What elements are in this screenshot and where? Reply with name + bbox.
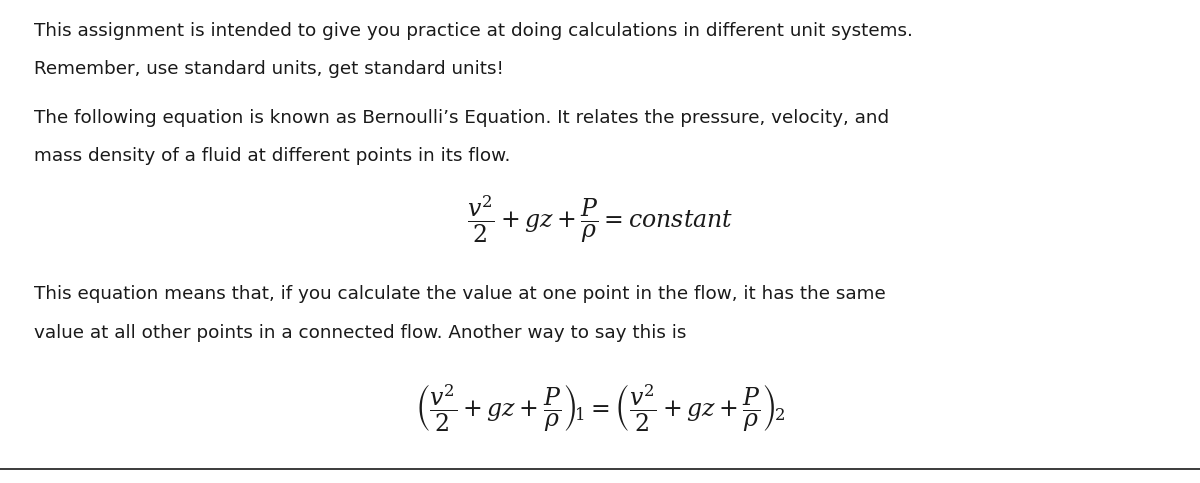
Text: $\left(\dfrac{v^2}{2} + gz + \dfrac{P}{\rho}\right)_{\!1} = \left(\dfrac{v^2}{2}: $\left(\dfrac{v^2}{2} + gz + \dfrac{P}{\…: [415, 383, 785, 434]
Text: This assignment is intended to give you practice at doing calculations in differ: This assignment is intended to give you …: [34, 22, 912, 40]
Text: value at all other points in a connected flow. Another way to say this is: value at all other points in a connected…: [34, 324, 686, 341]
Text: mass density of a fluid at different points in its flow.: mass density of a fluid at different poi…: [34, 147, 510, 165]
Text: This equation means that, if you calculate the value at one point in the flow, i: This equation means that, if you calcula…: [34, 285, 886, 303]
Text: Remember, use standard units, get standard units!: Remember, use standard units, get standa…: [34, 60, 504, 78]
Text: $\dfrac{v^2}{2} + gz + \dfrac{P}{\rho} = constant$: $\dfrac{v^2}{2} + gz + \dfrac{P}{\rho} =…: [467, 194, 733, 245]
Text: The following equation is known as Bernoulli’s Equation. It relates the pressure: The following equation is known as Berno…: [34, 109, 889, 127]
